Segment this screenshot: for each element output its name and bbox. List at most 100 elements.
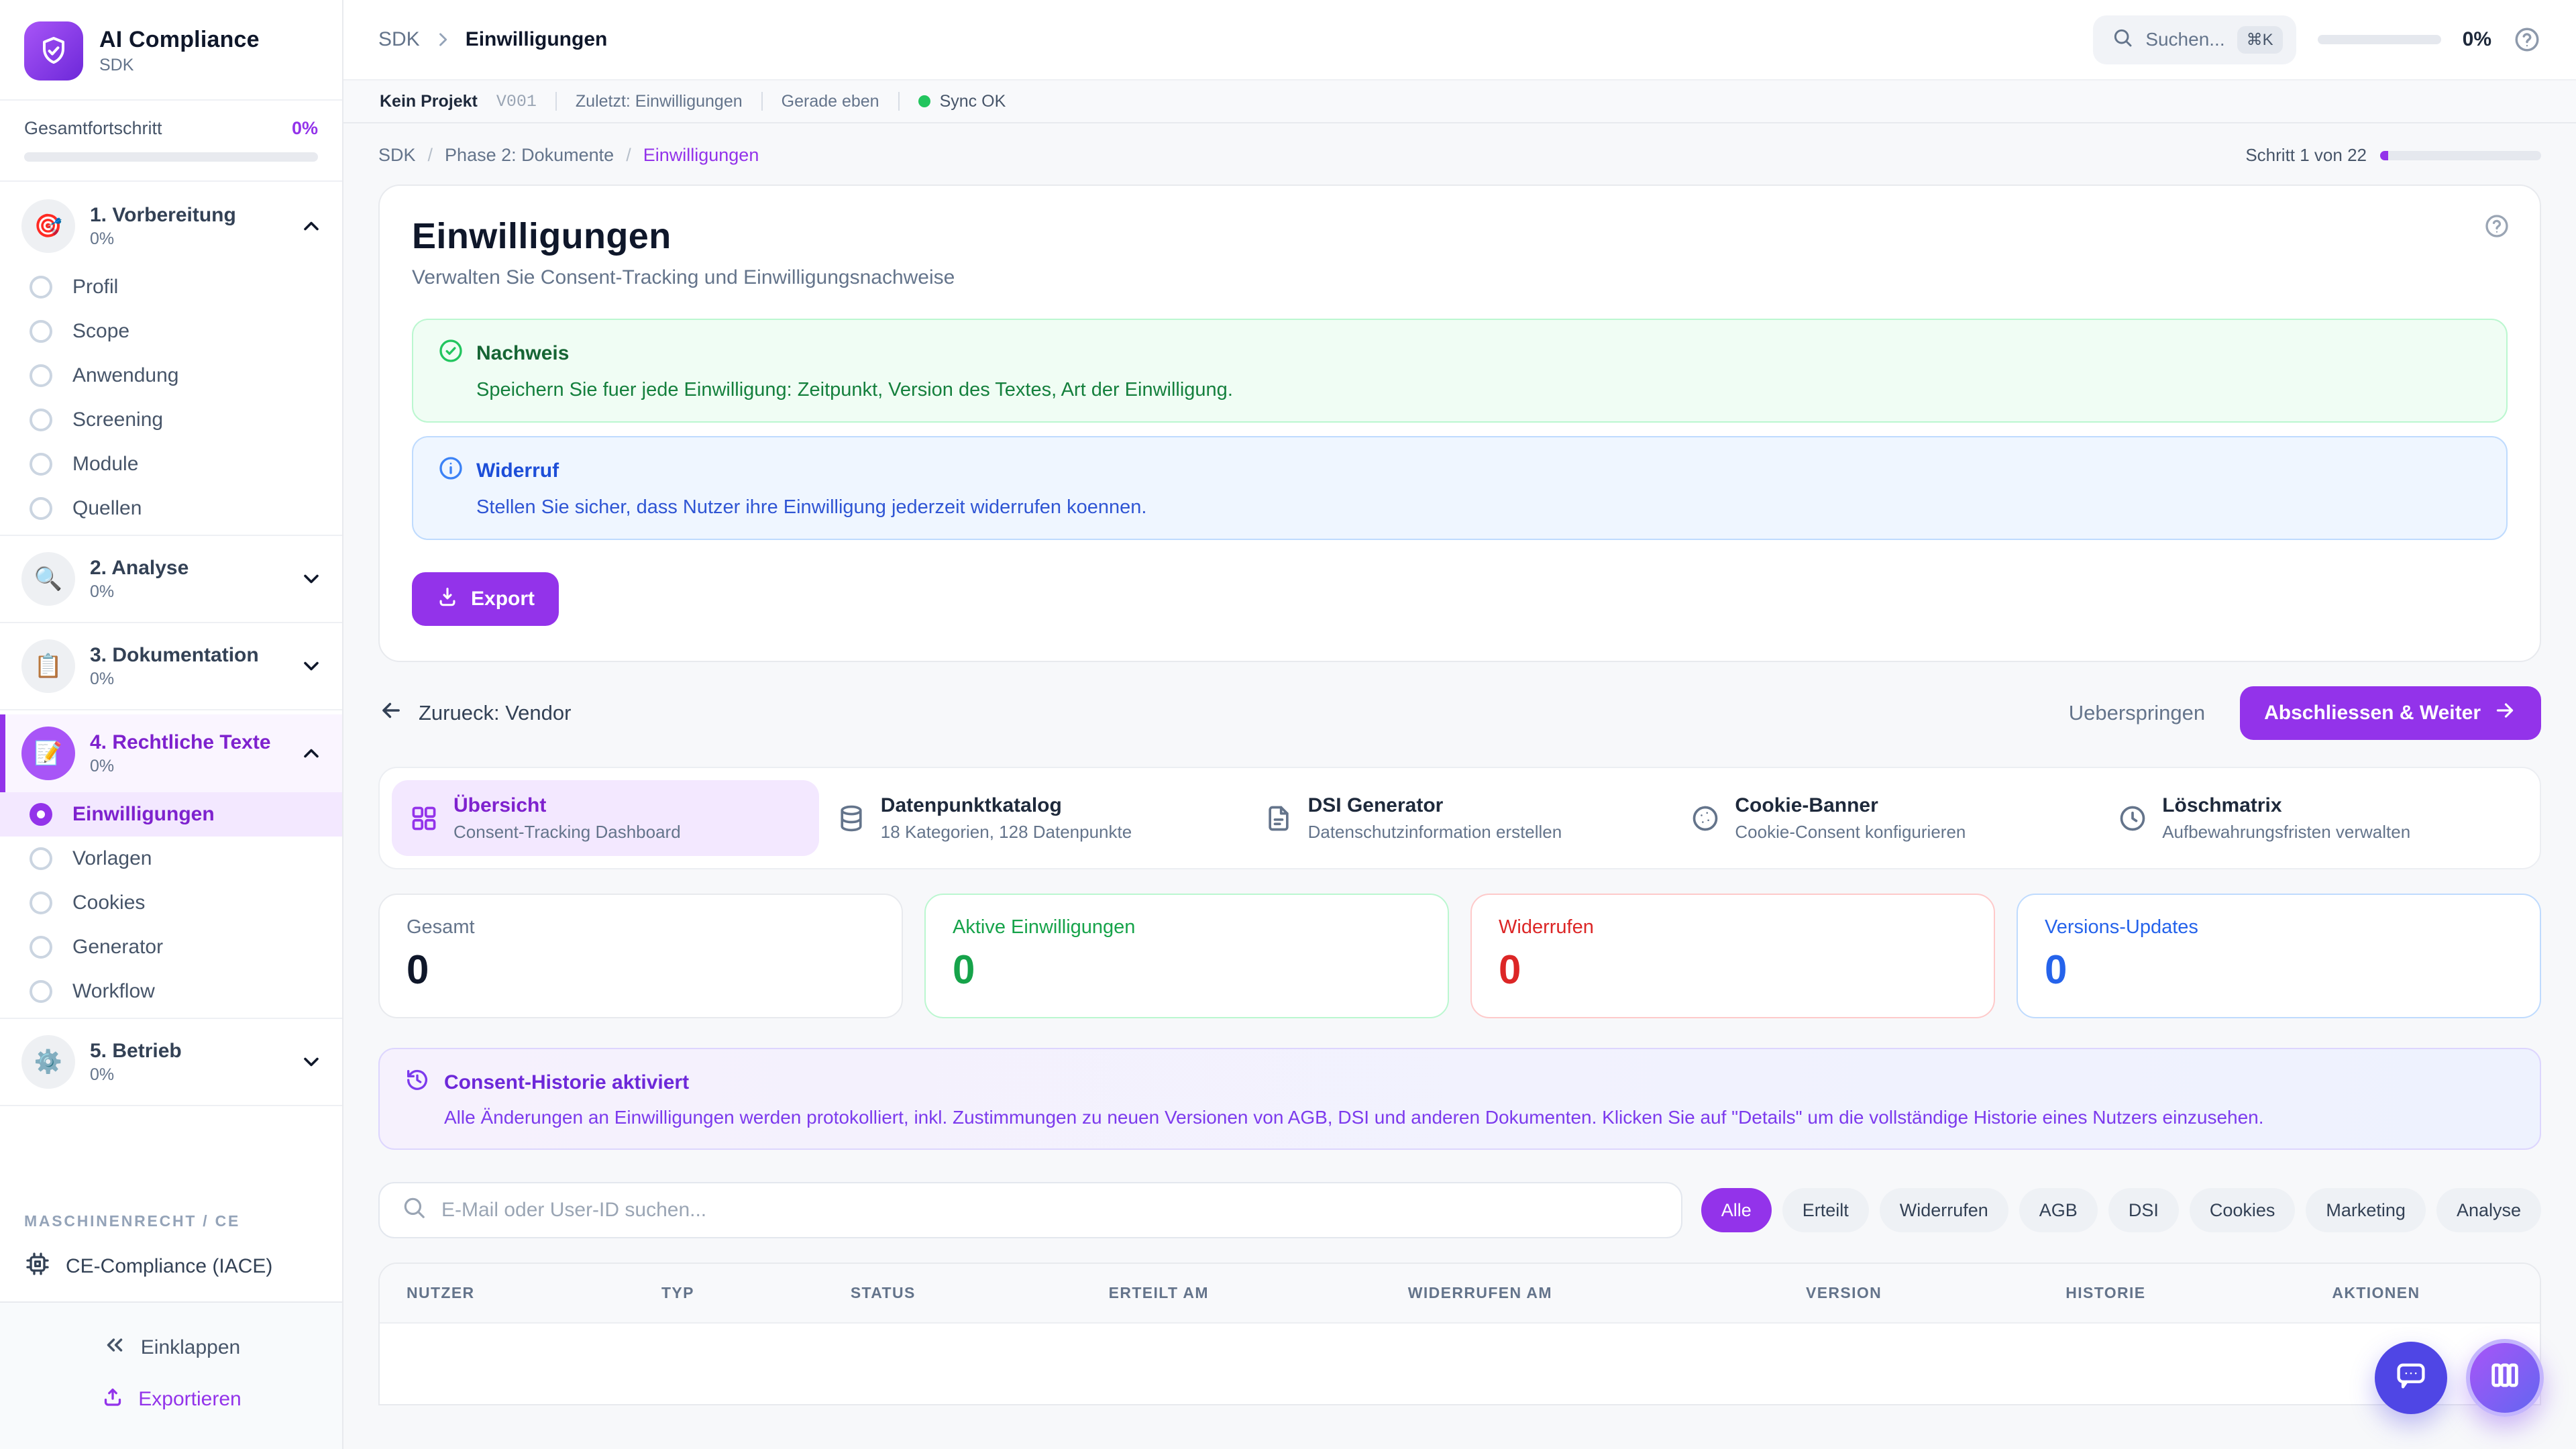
last-visited: Zuletzt: Einwilligungen [575, 91, 743, 111]
sidebar-item-einwilligungen[interactable]: Einwilligungen [0, 792, 342, 837]
export-button[interactable]: Export [412, 572, 559, 626]
search-icon [2112, 27, 2133, 53]
sidebar-item-ce-compliance[interactable]: CE-Compliance (IACE) [0, 1238, 342, 1301]
5-betrieb-emoji-icon: ⚙️ [21, 1035, 75, 1089]
chevrons-left-icon [102, 1332, 127, 1363]
chevron-down-icon [299, 654, 323, 678]
radio-icon [30, 847, 52, 870]
grid-icon [409, 804, 439, 833]
history-icon [404, 1067, 431, 1099]
tab-dsi-generator[interactable]: DSI Generator Datenschutzinformation erst… [1246, 780, 1674, 856]
column-header-nutzer: NUTZER [407, 1284, 475, 1301]
back-link[interactable]: Zurueck: Vendor [378, 698, 571, 729]
sidebar-item-profil[interactable]: Profil [0, 265, 342, 309]
sidebar-export-button[interactable]: Exportieren [0, 1374, 342, 1425]
radio-icon [30, 409, 52, 431]
stat-cards: Gesamt 0 Aktive Einwilligungen 0 Widerrufen 0… [378, 894, 2541, 1018]
sidebar-section-5-betrieb[interactable]: ⚙️ 5. Betrieb 0% [0, 1023, 342, 1101]
filter-chip-erteilt[interactable]: Erteilt [1782, 1188, 1869, 1232]
sidebar-footer: Einklappen Exportieren [0, 1301, 342, 1449]
help-icon[interactable] [2513, 25, 2541, 54]
history-banner: Consent-Historie aktiviert Alle Änderung… [378, 1048, 2541, 1150]
sync-ok-dot [918, 95, 930, 107]
radio-icon [30, 936, 52, 959]
tab-datenpunktkatalog[interactable]: Datenpunktkatalog 18 Kategorien, 128 Date… [819, 780, 1246, 856]
sidebar-item-module[interactable]: Module [0, 442, 342, 486]
column-header-erteilt-am: ERTEILT AM [1108, 1284, 1209, 1301]
breadcrumb-root[interactable]: SDK [378, 28, 420, 50]
secondary-breadcrumb: SDK / Phase 2: Dokumente / Einwilligunge… [378, 145, 759, 165]
cpu-icon [24, 1250, 51, 1283]
consents-table: NUTZER TYP STATUS ERTEILT AM WIDERRUFEN AM VE… [378, 1263, 2541, 1405]
project-status: Kein Projekt [380, 91, 478, 111]
tab-löschmatrix[interactable]: Löschmatrix Aufbewahrungsfristen verwalte… [2100, 780, 2528, 856]
finish-next-button[interactable]: Abschliessen & Weiter [2240, 686, 2541, 740]
chevron-right-icon [433, 30, 452, 49]
topbar-progress-value: 0% [2462, 28, 2491, 50]
breadcrumb2-sdk[interactable]: SDK [378, 145, 416, 165]
sidebar-item-quellen[interactable]: Quellen [0, 486, 342, 531]
skip-button[interactable]: Ueberspringen [2068, 701, 2206, 724]
board-fab-button[interactable] [2466, 1339, 2544, 1417]
2-analyse-emoji-icon: 🔍 [21, 552, 75, 606]
filter-chip-dsi[interactable]: DSI [2108, 1188, 2179, 1232]
column-header-typ: TYP [661, 1284, 694, 1301]
download-icon [436, 585, 459, 613]
filter-chip-marketing[interactable]: Marketing [2306, 1188, 2426, 1232]
sidebar-group-label: MASCHINENRECHT / CE [24, 1212, 241, 1230]
filter-chip-analyse[interactable]: Analyse [2436, 1188, 2541, 1232]
table-header-row: NUTZER TYP STATUS ERTEILT AM WIDERRUFEN AM VE… [380, 1264, 2540, 1324]
radio-icon [30, 497, 52, 520]
radio-icon [30, 276, 52, 299]
check-circle-icon [437, 337, 464, 370]
sidebar-item-anwendung[interactable]: Anwendung [0, 354, 342, 398]
collapse-sidebar-button[interactable]: Einklappen [0, 1322, 342, 1374]
status-bar: Kein Projekt V001 Zuletzt: Einwilligunge… [343, 79, 2576, 123]
stat-card-aktive-einwilligungen: Aktive Einwilligungen 0 [924, 894, 1449, 1018]
callout-widerruf: Widerruf Stellen Sie sicher, dass Nutzer… [412, 436, 2508, 540]
stat-card-gesamt: Gesamt 0 [378, 894, 903, 1018]
sync-status: Sync OK [918, 92, 1006, 111]
cookie-icon [1690, 804, 1720, 833]
columns-icon [2487, 1358, 2522, 1398]
chat-fab-button[interactable] [2375, 1342, 2447, 1414]
chevron-down-icon [299, 1050, 323, 1074]
global-search[interactable]: Suchen... ⌘K [2093, 15, 2296, 64]
wizard-step-progress [2380, 150, 2541, 160]
sidebar-section-2-analyse[interactable]: 🔍 2. Analyse 0% [0, 540, 342, 618]
sidebar-item-generator[interactable]: Generator [0, 925, 342, 969]
breadcrumb2-phase[interactable]: Phase 2: Dokumente [445, 145, 614, 165]
sidebar-item-screening[interactable]: Screening [0, 398, 342, 442]
sidebar-section-3-dokumentation[interactable]: 📋 3. Dokumentation 0% [0, 627, 342, 705]
filter-chip-alle[interactable]: Alle [1701, 1188, 1772, 1232]
radio-icon [30, 320, 52, 343]
sidebar-nav: 🎯 1. Vorbereitung 0% Profil Scope Anwendung Sc… [0, 182, 342, 1193]
overall-progress-label: Gesamtfortschritt [24, 118, 162, 138]
sidebar-item-vorlagen[interactable]: Vorlagen [0, 837, 342, 881]
sidebar-section-4-rechtliche-texte[interactable]: 📝 4. Rechtliche Texte 0% [0, 714, 342, 792]
sidebar-item-workflow[interactable]: Workflow [0, 969, 342, 1014]
sidebar-item-cookies[interactable]: Cookies [0, 881, 342, 925]
sidebar-section-1-vorbereitung[interactable]: 🎯 1. Vorbereitung 0% [0, 187, 342, 265]
filter-chip-agb[interactable]: AGB [2019, 1188, 2098, 1232]
user-search-input[interactable] [441, 1199, 1660, 1222]
clock-icon [2118, 804, 2147, 833]
topbar-progress-track [2317, 35, 2441, 44]
search-icon [401, 1195, 427, 1226]
overall-progress: Gesamtfortschritt 0% [0, 101, 342, 182]
column-header-aktionen: AKTIONEN [2332, 1284, 2420, 1301]
version-tag: V001 [496, 91, 537, 111]
filter-chips: Alle Erteilt Widerrufen AGB DSI Cookies Market… [1701, 1188, 2541, 1232]
tab-übersicht[interactable]: Übersicht Consent-Tracking Dashboard [392, 780, 819, 856]
radio-icon [30, 453, 52, 476]
page-title: Einwilligungen [412, 216, 672, 256]
sidebar-item-scope[interactable]: Scope [0, 309, 342, 354]
breadcrumb2-current: Einwilligungen [643, 145, 759, 165]
filter-chip-cookies[interactable]: Cookies [2189, 1188, 2296, 1232]
tab-cookie-banner[interactable]: Cookie-Banner Cookie-Consent konfiguriere… [1673, 780, 2100, 856]
chevron-up-icon [299, 741, 323, 765]
stat-card-versions-updates: Versions-Updates 0 [2017, 894, 2541, 1018]
card-help-icon[interactable] [2483, 213, 2510, 245]
filter-chip-widerrufen[interactable]: Widerrufen [1879, 1188, 2008, 1232]
